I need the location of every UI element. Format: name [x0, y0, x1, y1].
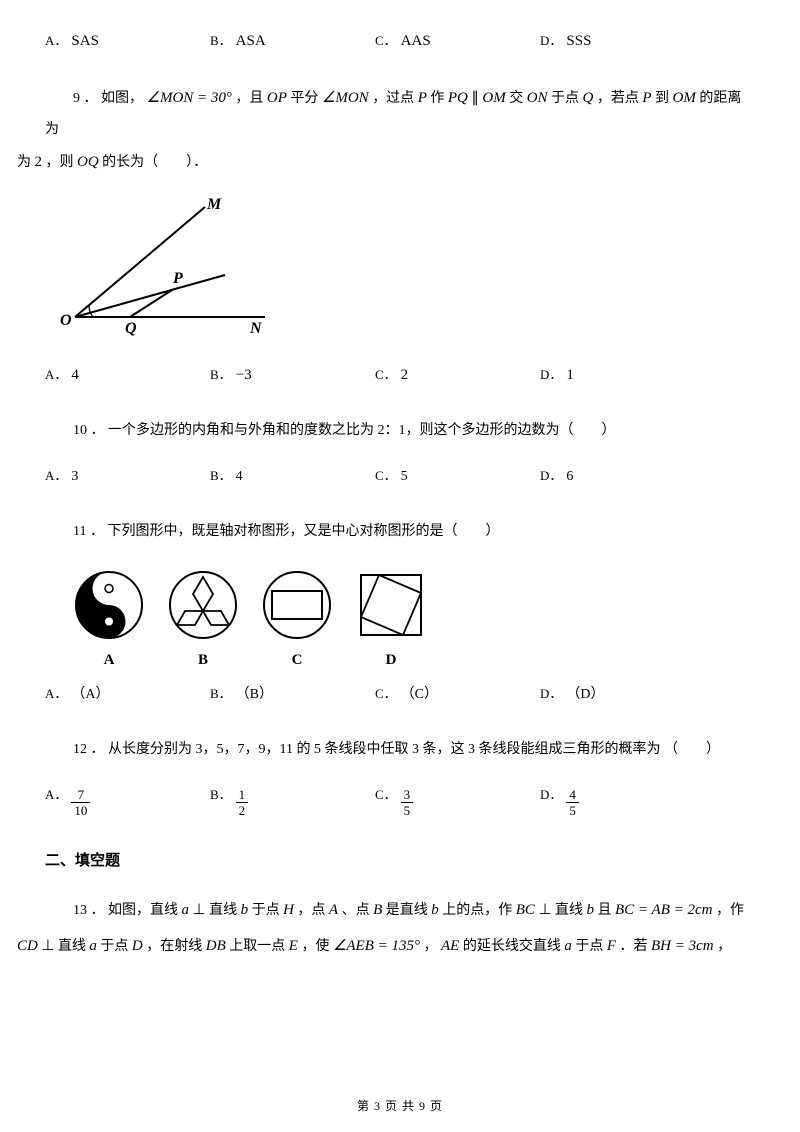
q8-option-d: D． SSS: [540, 30, 591, 50]
option-value: ASA: [236, 33, 266, 50]
page-footer: 第 3 页 共 9 页: [0, 1097, 800, 1114]
q11-number: 11 ．: [73, 524, 104, 539]
q12-options: A． 710 B． 12 C． 35 D． 45: [45, 784, 755, 817]
q12-option-a: A． 710: [45, 784, 210, 817]
q9-number: 9 ．: [73, 91, 98, 106]
q11-option-c: C．（C）: [375, 683, 540, 703]
option-letter: A．: [45, 30, 67, 49]
q12-option-d: D． 45: [540, 784, 579, 817]
q12-option-b: B． 12: [210, 784, 375, 817]
option-value: SSS: [566, 33, 591, 50]
q12-option-c: C． 35: [375, 784, 540, 817]
svg-text:Q: Q: [125, 320, 137, 337]
q9-option-b: B． −3: [210, 364, 375, 384]
q9-option-d: D． 1: [540, 364, 574, 384]
svg-text:O: O: [60, 312, 72, 329]
q13-number: 13 ．: [73, 903, 105, 918]
q9-figure: M P O Q N: [55, 197, 755, 342]
q11-option-b: B．（B）: [210, 683, 375, 703]
q8-option-b: B． ASA: [210, 30, 375, 50]
q8-option-a: A． SAS: [45, 30, 210, 50]
q13-text: 13 ． 如图，直线 a ⊥ 直线 b 于点 H ，点 A 、点 B 是直线 b…: [45, 892, 755, 964]
option-letter: B．: [210, 30, 232, 49]
q10-option-c: C．5: [375, 465, 540, 485]
q11-option-a: A．（A）: [45, 683, 210, 703]
option-value: SAS: [71, 33, 99, 50]
q10-options: A．3 B．4 C．5 D．6: [45, 465, 755, 485]
q11-option-d: D．（D）: [540, 683, 605, 703]
q8-option-c: C． AAS: [375, 30, 540, 50]
q9-option-c: C． 2: [375, 364, 540, 384]
q11-figures: A B C D: [73, 569, 755, 669]
q9-option-a: A． 4: [45, 364, 210, 384]
fraction: 35: [401, 788, 414, 817]
q11-figure-a: A: [73, 569, 145, 669]
q11-figure-d: D: [355, 569, 427, 669]
fraction: 12: [236, 788, 249, 817]
fraction: 710: [71, 788, 90, 817]
q11-options: A．（A） B．（B） C．（C） D．（D）: [45, 683, 755, 703]
q11-figure-c: C: [261, 569, 333, 669]
q11-text: 11 ． 下列图形中，既是轴对称图形，又是中心对称图形的是（ ）: [45, 517, 755, 548]
q9-options: A． 4 B． −3 C． 2 D． 1: [45, 364, 755, 384]
q10-text: 10 ． 一个多边形的内角和与外角和的度数之比为 2：1，则这个多边形的边数为（…: [45, 416, 755, 447]
svg-text:P: P: [172, 270, 183, 287]
q10-option-a: A．3: [45, 465, 210, 485]
svg-text:N: N: [249, 320, 263, 337]
option-letter: C．: [375, 30, 397, 49]
q9-text: 9 ． 如图， ∠MON = 30° ，且 OP 平分 ∠MON ，过点 P 作…: [45, 82, 755, 179]
q12-number: 12 ．: [73, 742, 105, 757]
q11-figure-b: B: [167, 569, 239, 669]
fraction: 45: [566, 788, 579, 817]
option-value: AAS: [401, 33, 431, 50]
q8-options: A． SAS B． ASA C． AAS D． SSS: [45, 30, 755, 50]
q10-number: 10 ．: [73, 423, 105, 438]
q12-text: 12 ． 从长度分别为 3，5，7，9，11 的 5 条线段中任取 3 条，这 …: [45, 735, 755, 766]
q10-option-b: B．4: [210, 465, 375, 485]
section-2-heading: 二、填空题: [45, 849, 755, 870]
q10-option-d: D．6: [540, 465, 573, 485]
option-letter: D．: [540, 30, 562, 49]
svg-text:M: M: [206, 197, 222, 213]
